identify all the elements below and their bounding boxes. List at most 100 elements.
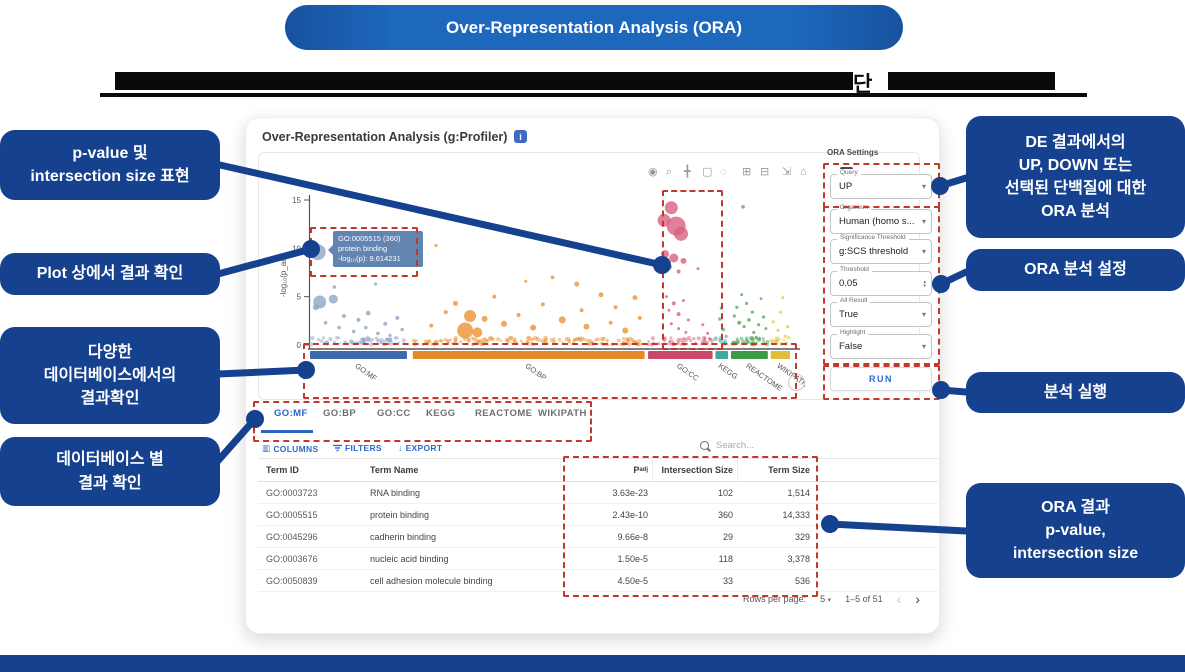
scatter-point[interactable]	[750, 310, 754, 314]
highlight-select[interactable]: Highlight False ▾	[830, 329, 932, 359]
scatter-point[interactable]	[752, 330, 756, 335]
table-row[interactable]: GO:0003723 RNA binding 3.63e-23 102 1,514	[258, 482, 938, 504]
scatter-point[interactable]	[781, 296, 785, 300]
scatter-point[interactable]	[747, 318, 751, 322]
tab-reactome[interactable]: REACTOME	[475, 408, 533, 419]
scatter-point[interactable]	[608, 320, 613, 325]
tab-kegg[interactable]: KEGG	[426, 408, 456, 419]
table-row[interactable]: GO:0045296 cadherin binding 9.66e-8 29 329	[258, 526, 938, 548]
scatter-point[interactable]	[724, 334, 728, 338]
scatter-point[interactable]	[395, 315, 400, 320]
scatter-point[interactable]	[524, 279, 528, 283]
table-row[interactable]: GO:0050839 cell adhesion molecule binding…	[258, 570, 938, 592]
scatter-point[interactable]	[429, 323, 434, 328]
scatter-point[interactable]	[741, 204, 745, 209]
scatter-point[interactable]	[778, 310, 782, 314]
scatter-point[interactable]	[363, 325, 368, 330]
scatter-point[interactable]	[613, 305, 618, 310]
pan-icon[interactable]: ╋	[684, 166, 691, 178]
scatter-point[interactable]	[341, 314, 346, 318]
scatter-point[interactable]	[434, 243, 438, 248]
scatter-point[interactable]	[574, 281, 580, 287]
scatter-point[interactable]	[664, 295, 668, 299]
scatter-point[interactable]	[530, 324, 537, 331]
scatter-point[interactable]	[550, 275, 555, 280]
scatter-point[interactable]	[453, 300, 458, 306]
scatter-point[interactable]	[388, 333, 392, 337]
scatter-point[interactable]	[786, 325, 790, 329]
filters-button[interactable]: FILTERS	[333, 443, 382, 453]
scatter-point[interactable]	[706, 331, 710, 335]
scatter-point[interactable]	[400, 327, 404, 332]
stepper-arrows[interactable]: ▴ ▾	[923, 278, 926, 289]
reset-axes-icon[interactable]: ⌂	[800, 166, 807, 178]
scatter-point[interactable]	[373, 282, 378, 286]
scatter-point[interactable]	[742, 325, 746, 329]
scatter-point[interactable]	[492, 294, 497, 299]
significance-threshold-select[interactable]: Significance Threshold g:SCS threshold ▾	[830, 234, 932, 264]
lasso-icon[interactable]: ◌	[720, 166, 727, 178]
scatter-point[interactable]	[579, 308, 584, 313]
scatter-point[interactable]	[516, 313, 521, 318]
tab-gobp[interactable]: GO:BP	[323, 408, 357, 419]
scatter-point[interactable]	[680, 257, 687, 264]
scatter-point[interactable]	[671, 301, 676, 306]
scatter-point[interactable]	[744, 301, 749, 306]
rows-per-page-select[interactable]: 5 ▾	[820, 594, 832, 604]
zoom-out-icon[interactable]: ⊟	[760, 166, 770, 178]
organism-select[interactable]: Organism Human (homo s... ▾	[830, 204, 932, 234]
scatter-point[interactable]	[669, 322, 673, 326]
scatter-point[interactable]	[598, 292, 604, 298]
scatter-point[interactable]	[351, 329, 356, 334]
scatter-point[interactable]	[783, 334, 787, 338]
scatter-point[interactable]	[676, 312, 681, 317]
export-button[interactable]: ↓ EXPORT	[398, 443, 443, 453]
scatter-point[interactable]	[332, 285, 337, 289]
zoom-in-icon[interactable]: ⊞	[742, 166, 752, 178]
info-icon[interactable]: i	[514, 130, 527, 143]
scatter-point[interactable]	[365, 310, 371, 316]
scatter-point[interactable]	[622, 327, 629, 334]
column-header[interactable]: Term ID	[266, 465, 299, 475]
scatter-point[interactable]	[664, 201, 678, 215]
run-button[interactable]: RUN	[830, 367, 932, 391]
scatter-point[interactable]	[312, 304, 319, 311]
scatter-point[interactable]	[757, 323, 761, 327]
table-row[interactable]: GO:0005515 protein binding 2.43e-10 360 14,3…	[258, 504, 938, 526]
box-select-icon[interactable]: ▢	[702, 166, 713, 178]
scatter-point[interactable]	[464, 310, 477, 322]
scatter-point[interactable]	[328, 294, 338, 304]
scatter-point[interactable]	[558, 316, 566, 324]
all-result-select[interactable]: All Result True ▾	[830, 297, 932, 327]
scatter-point[interactable]	[472, 327, 483, 338]
scatter-point[interactable]	[501, 320, 507, 327]
scatter-point[interactable]	[323, 320, 328, 325]
scatter-point[interactable]	[759, 297, 763, 300]
scatter-point[interactable]	[776, 328, 780, 333]
scatter-point[interactable]	[771, 320, 775, 324]
search-input[interactable]	[714, 439, 828, 452]
scatter-point[interactable]	[376, 331, 380, 336]
scatter-point[interactable]	[696, 267, 700, 271]
column-header[interactable]: Term Size	[737, 459, 814, 481]
scatter-point[interactable]	[737, 320, 742, 325]
download-plot-icon[interactable]: ↓	[788, 374, 805, 391]
scatter-point[interactable]	[732, 314, 736, 318]
next-page-button[interactable]: ›	[915, 591, 920, 607]
scatter-point[interactable]	[681, 299, 685, 303]
scatter-point[interactable]	[457, 322, 474, 339]
camera-icon[interactable]: ◉	[648, 166, 658, 178]
table-row[interactable]: GO:0003676 nucleic acid binding 1.50e-5 118…	[258, 548, 938, 570]
scatter-point[interactable]	[540, 302, 545, 307]
scatter-point[interactable]	[718, 317, 722, 321]
scatter-point[interactable]	[443, 310, 448, 315]
scatter-point[interactable]	[356, 317, 361, 322]
scatter-point[interactable]	[669, 253, 679, 263]
column-header[interactable]: Intersection Size	[652, 459, 737, 481]
search-box[interactable]	[700, 439, 850, 452]
scatter-point[interactable]	[754, 335, 758, 339]
scatter-point[interactable]	[677, 327, 681, 331]
scatter-point[interactable]	[684, 330, 688, 334]
